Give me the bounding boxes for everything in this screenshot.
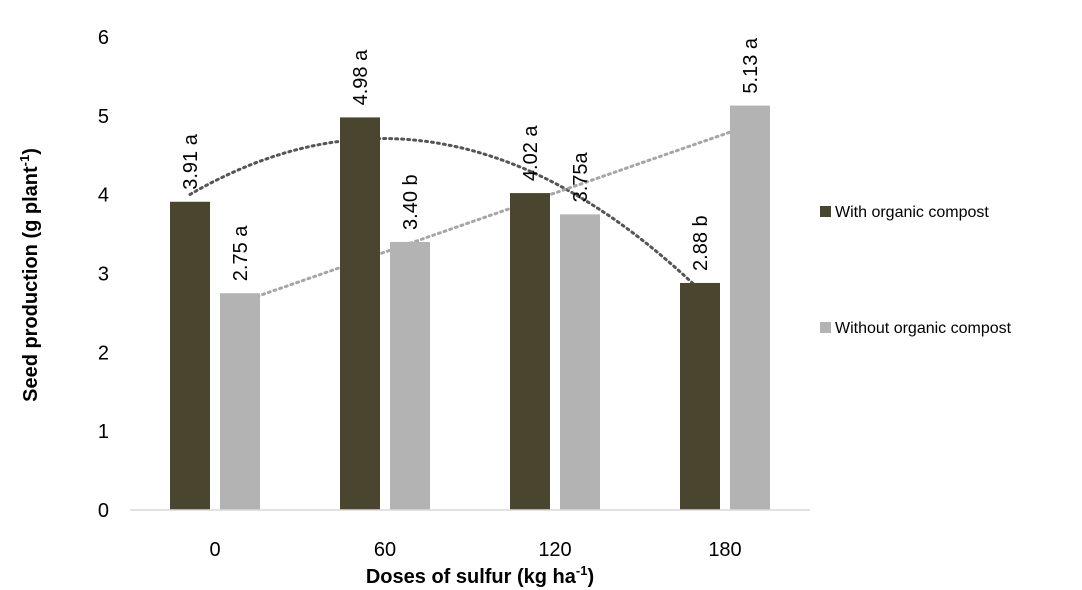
data-label-with-compost: 3.91 a	[180, 133, 202, 189]
x-tick-label: 180	[708, 539, 741, 561]
data-labels: 3.91 a 4.98 a 4.02 a 2.88 b 2.75 a 3.40 b 3.75…	[180, 37, 762, 281]
data-label-without-compost: 3.40 b	[400, 174, 422, 230]
trendline-with-compost	[188, 136, 702, 292]
bar-without-compost	[220, 293, 260, 510]
data-label-without-compost: 3.75a	[570, 151, 592, 202]
x-tick-label: 120	[538, 539, 571, 561]
bar-with-compost	[170, 201, 210, 511]
y-tick-labels: 0 1 2 3 4 5 6	[98, 27, 109, 522]
data-label-without-compost: 2.75 a	[230, 225, 252, 281]
legend: With organic compost Without organic com…	[820, 204, 1012, 337]
bar-with-compost	[510, 193, 550, 510]
legend-swatch-without-compost	[820, 322, 831, 333]
data-label-with-compost: 4.02 a	[520, 125, 542, 181]
data-label-with-compost: 2.88 b	[690, 215, 712, 271]
y-tick-label: 2	[98, 342, 109, 364]
legend-swatch-with-compost	[820, 206, 831, 217]
bar-without-compost	[730, 105, 770, 511]
y-tick-label: 6	[98, 27, 109, 49]
y-tick-label: 4	[98, 185, 109, 207]
y-axis-title: Seed production (g plant-1)	[17, 148, 42, 402]
x-axis-title: Doses of sulfur (kg ha-1)	[366, 563, 594, 588]
trendline-without-compost	[238, 123, 752, 304]
x-tick-label: 60	[374, 539, 396, 561]
legend-item-without-compost: Without organic compost	[820, 320, 1012, 337]
legend-label-without-compost: Without organic compost	[835, 320, 1012, 337]
y-tick-label: 0	[98, 500, 109, 522]
y-tick-label: 3	[98, 264, 109, 286]
bar-without-compost	[390, 241, 430, 510]
y-tick-label: 1	[98, 421, 109, 443]
bars	[170, 105, 770, 511]
x-tick-label: 0	[209, 539, 220, 561]
data-label-without-compost: 5.13 a	[740, 37, 762, 93]
data-label-with-compost: 4.98 a	[350, 49, 372, 105]
bar-without-compost	[560, 214, 600, 510]
trendlines	[188, 123, 752, 304]
x-tick-labels: 0 60 120 180	[209, 539, 741, 561]
legend-label-with-compost: With organic compost	[835, 204, 989, 221]
legend-item-with-compost: With organic compost	[820, 204, 989, 221]
bar-with-compost	[340, 117, 380, 510]
y-tick-label: 5	[98, 106, 109, 128]
bar-with-compost	[680, 282, 720, 510]
